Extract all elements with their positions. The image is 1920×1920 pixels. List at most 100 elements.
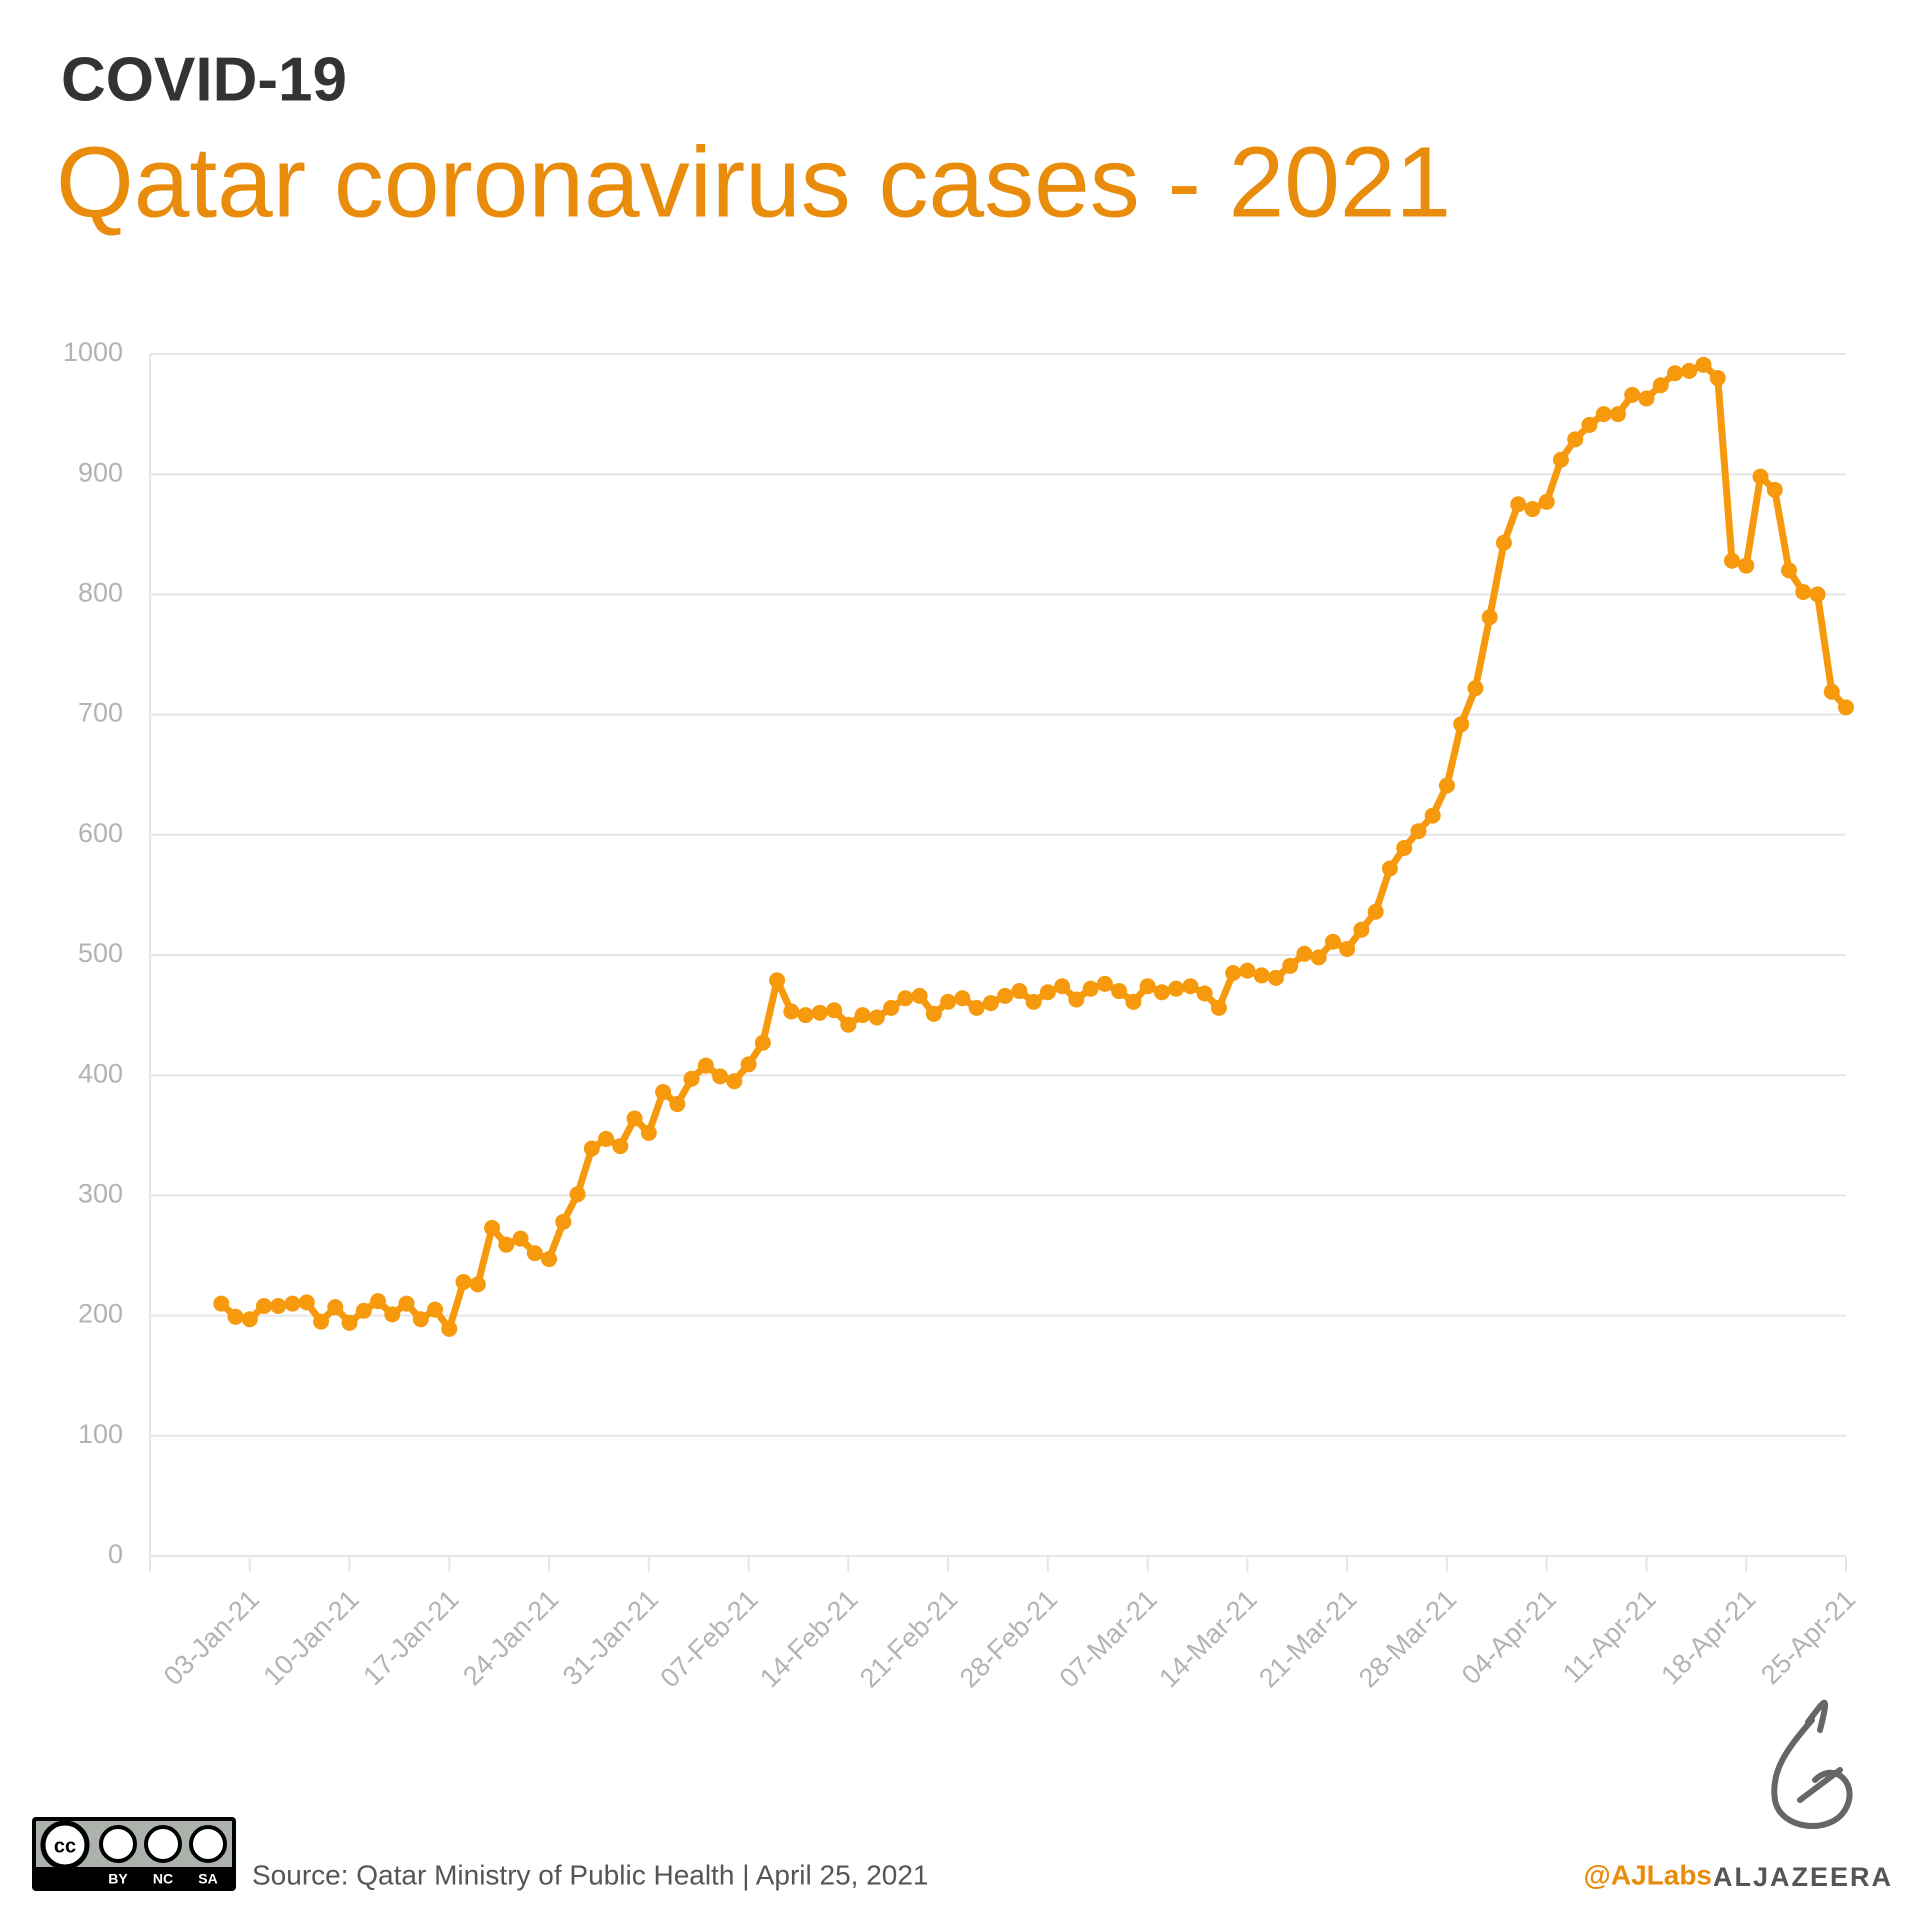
marker <box>313 1313 330 1330</box>
marker <box>1595 406 1612 423</box>
marker <box>1838 699 1854 716</box>
marker <box>1111 983 1128 1000</box>
marker <box>1125 993 1142 1010</box>
marker <box>754 1034 771 1051</box>
marker <box>1353 921 1370 938</box>
marker <box>355 1302 372 1319</box>
by-icon <box>99 1825 137 1863</box>
y-tick-label: 800 <box>78 578 123 608</box>
marker <box>1552 451 1569 468</box>
marker <box>1082 980 1099 997</box>
marker <box>1168 980 1185 997</box>
marker <box>1524 501 1541 518</box>
marker <box>1310 949 1327 966</box>
marker <box>256 1297 273 1314</box>
marker <box>370 1293 387 1310</box>
x-tick-label: 07-Mar-21 <box>1054 1584 1163 1693</box>
marker <box>1666 365 1683 382</box>
y-tick-label: 700 <box>78 698 123 728</box>
marker <box>954 990 971 1007</box>
marker <box>997 987 1014 1004</box>
marker <box>1367 903 1384 920</box>
marker <box>555 1213 572 1230</box>
marker <box>213 1295 230 1312</box>
marker <box>270 1297 287 1314</box>
marker <box>327 1299 344 1316</box>
marker <box>455 1273 472 1290</box>
marker <box>1495 534 1512 551</box>
marker <box>1396 840 1413 857</box>
marker <box>811 1004 828 1021</box>
marker <box>1567 431 1584 448</box>
brand-logo <box>1771 1699 1853 1829</box>
marker <box>1096 975 1113 992</box>
marker <box>1339 940 1356 957</box>
marker <box>1809 586 1826 603</box>
marker <box>1410 823 1427 840</box>
sa-icon <box>189 1825 227 1863</box>
nc-icon <box>144 1825 182 1863</box>
marker <box>1538 493 1555 510</box>
marker <box>1638 390 1655 407</box>
line <box>218 361 1849 1333</box>
marker <box>227 1308 244 1325</box>
y-tick-label: 500 <box>78 938 123 968</box>
marker <box>412 1311 429 1328</box>
chart-title: Qatar coronavirus cases - 2021 <box>56 126 1451 238</box>
marker <box>1054 978 1071 995</box>
x-tick-label: 11-Apr-21 <box>1557 1584 1662 1689</box>
marker <box>1709 370 1726 387</box>
marker <box>298 1294 315 1311</box>
marker <box>1153 984 1170 1001</box>
source: Source: Qatar Ministry of Public Health … <box>252 1859 928 1890</box>
marker <box>1681 362 1698 379</box>
marker <box>854 1007 871 1024</box>
marker <box>526 1245 543 1262</box>
marker <box>883 999 900 1016</box>
marker <box>1039 984 1056 1001</box>
marker <box>1510 496 1527 513</box>
marker <box>1196 985 1213 1002</box>
marker <box>797 1007 814 1024</box>
y-tick-label: 0 <box>108 1539 123 1569</box>
kicker: COVID-19 <box>61 45 347 114</box>
marker <box>1068 991 1085 1008</box>
marker <box>826 1002 843 1019</box>
marker <box>897 990 914 1007</box>
x-tick-label: 25-Apr-21 <box>1755 1584 1861 1690</box>
license-term: SA <box>198 1871 217 1887</box>
marker <box>1467 680 1484 697</box>
marker <box>341 1314 358 1331</box>
marker <box>512 1230 529 1247</box>
marker <box>441 1320 458 1337</box>
x-tick-label: 18-Apr-21 <box>1655 1584 1761 1690</box>
marker <box>1723 552 1740 569</box>
marker <box>925 1005 942 1022</box>
x-tick-label: 21-Feb-21 <box>854 1584 963 1693</box>
marker <box>1738 557 1755 574</box>
marker <box>569 1186 586 1203</box>
marker <box>1752 468 1769 485</box>
x-tick-label: 04-Apr-21 <box>1456 1584 1562 1690</box>
marker <box>1267 969 1284 986</box>
marker <box>598 1130 615 1147</box>
marker <box>840 1016 857 1033</box>
marker <box>1282 957 1299 974</box>
cc-text: cc <box>54 1835 76 1857</box>
marker <box>1424 807 1441 824</box>
marker <box>769 972 786 989</box>
marker <box>697 1057 714 1074</box>
marker <box>683 1070 700 1087</box>
marker <box>583 1140 600 1157</box>
marker <box>1253 967 1270 984</box>
marker <box>626 1110 643 1127</box>
marker <box>640 1124 657 1141</box>
marker <box>726 1073 743 1090</box>
marker <box>1438 777 1455 794</box>
x-tick-label: 31-Jan-21 <box>557 1584 664 1691</box>
marker <box>612 1138 629 1155</box>
marker <box>783 1003 800 1020</box>
x-tick-label: 17-Jan-21 <box>357 1584 464 1691</box>
marker <box>1795 583 1812 600</box>
